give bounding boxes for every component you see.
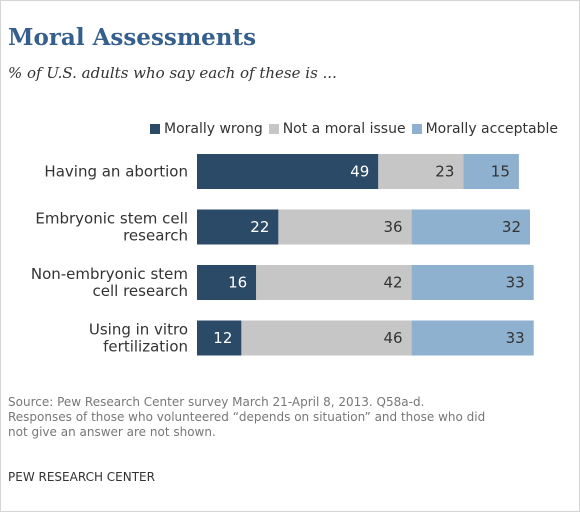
bar-segment-not-moral-issue (278, 209, 412, 245)
data-label: 33 (506, 329, 525, 347)
bar-segment-morally-wrong (197, 265, 257, 300)
data-label: 32 (502, 218, 521, 236)
source-line: Source: Pew Research Center survey March… (8, 395, 425, 409)
source-line: not give an answer are not shown. (8, 425, 216, 439)
chart-title: Moral Assessments (8, 24, 257, 51)
chart-legend: Morally wrong Not a moral issue Morally … (149, 121, 558, 137)
bar-segment-morally-wrong (197, 154, 379, 189)
legend-item-morally-wrong: Morally wrong (149, 121, 263, 137)
source-note: Source: Pew Research Center survey March… (8, 395, 568, 440)
bar-segment-morally-wrong (197, 320, 242, 356)
bar-segment-morally-acceptable (463, 154, 519, 189)
legend-swatch-not-moral-issue (268, 124, 279, 134)
legend-label-not-moral-issue: Not a moral issue (282, 121, 406, 137)
data-label: 22 (250, 218, 269, 236)
data-label: 23 (435, 163, 454, 181)
category-label: research (123, 227, 188, 245)
category-label: cell research (93, 282, 188, 300)
data-label: 36 (384, 218, 403, 236)
data-label: 12 (213, 329, 232, 347)
data-label: 46 (384, 329, 403, 347)
organization-name: PEW RESEARCH CENTER (8, 470, 155, 484)
bar-segment-not-moral-issue (241, 320, 412, 356)
data-label: 15 (491, 163, 510, 181)
category-label: Using in vitro (89, 321, 188, 339)
bar-segment-morally-wrong (197, 209, 279, 245)
bar-segment-morally-acceptable (411, 265, 534, 300)
category-label: Non-embryonic stem (31, 265, 188, 283)
chart-subtitle: % of U.S. adults who say each of these i… (8, 64, 337, 82)
category-label: Embryonic stem cell (35, 210, 188, 228)
bar-segment-morally-acceptable (411, 320, 534, 356)
data-label: 33 (506, 274, 525, 292)
bar-segment-not-moral-issue (256, 265, 412, 300)
bar-segment-not-moral-issue (378, 154, 464, 189)
legend-item-not-moral-issue: Not a moral issue (268, 121, 406, 137)
legend-swatch-morally-wrong (149, 124, 160, 134)
category-label: Having an abortion (44, 163, 188, 181)
legend-label-morally-wrong: Morally wrong (163, 121, 263, 137)
category-label: fertilization (103, 338, 188, 356)
legend-label-morally-acceptable: Morally acceptable (425, 121, 558, 137)
legend-swatch-morally-acceptable (411, 124, 422, 134)
data-label: 49 (350, 163, 369, 181)
data-label: 16 (228, 274, 247, 292)
bar-segment-morally-acceptable (411, 209, 530, 245)
data-label: 42 (384, 274, 403, 292)
source-line: Responses of those who volunteered “depe… (8, 410, 486, 424)
legend-item-morally-acceptable: Morally acceptable (411, 121, 558, 137)
